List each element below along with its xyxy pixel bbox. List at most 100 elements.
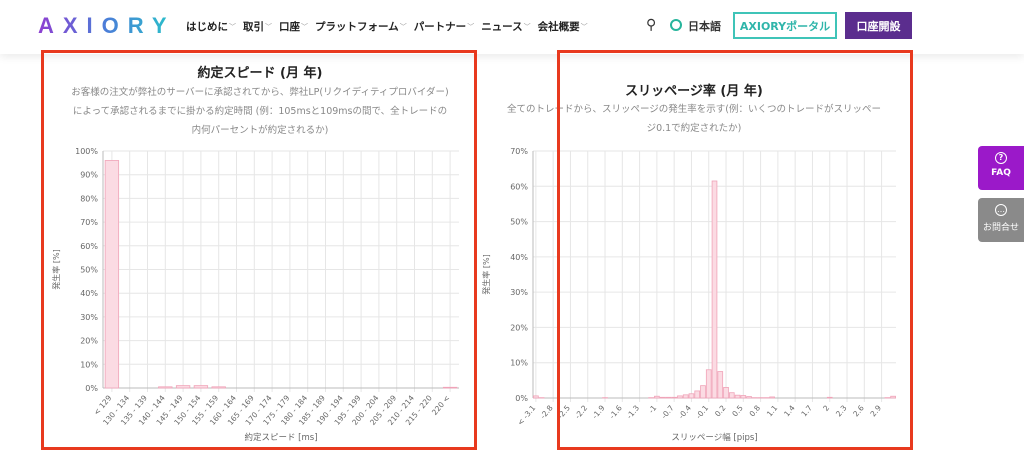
bar <box>533 395 539 399</box>
x-tick-label: 1.4 <box>782 403 797 418</box>
x-tick-label: -1 <box>647 403 659 415</box>
language-selector[interactable]: 日本語 <box>688 20 721 33</box>
nav-label: はじめに <box>186 21 228 33</box>
x-tick-label: -1.3 <box>625 403 641 420</box>
chevron-down-icon: ﹀ <box>580 22 588 31</box>
chart-title-speed: 約定スピード (月 年) <box>197 66 323 81</box>
bar <box>740 395 747 399</box>
bar <box>700 385 706 399</box>
chevron-down-icon: ﹀ <box>399 22 407 31</box>
x-tick-label: 0.2 <box>713 403 728 418</box>
bar <box>769 396 775 399</box>
bar <box>677 395 683 399</box>
nav-item[interactable]: ニュース ﹀ <box>481 19 530 34</box>
chevron-down-icon: ﹀ <box>229 22 236 31</box>
question-icon: ? <box>995 152 1007 164</box>
x-tick-label: 2 <box>821 403 831 413</box>
bar <box>158 386 173 389</box>
logo[interactable]: AXIORY <box>38 13 176 38</box>
bar <box>654 395 660 399</box>
x-tick-label: -0.4 <box>677 403 693 420</box>
y-tick-label: 10% <box>510 359 528 368</box>
y-tick-label: 60% <box>510 182 528 191</box>
main-nav: はじめに ﹀ 取引 ﹀ 口座 ﹀ プラットフォーム ﹀ パートナー ﹀ ニュース ﹀ 会社概… <box>186 19 636 34</box>
nav-item[interactable]: 会社概要 ﹀ <box>538 19 588 34</box>
bar <box>890 395 896 399</box>
globe-icon <box>670 19 682 31</box>
bar <box>826 396 833 399</box>
search-icon[interactable]: ⚲ <box>646 17 657 33</box>
bar <box>734 394 741 399</box>
chevron-down-icon: ﹀ <box>523 22 531 31</box>
speed-chart: 0%10%20%30%40%50%60%70%80%90%100%< 12913… <box>51 147 459 443</box>
x-tick-label: 0.8 <box>748 403 763 418</box>
bar <box>665 396 672 399</box>
y-tick-label: 70% <box>510 147 528 156</box>
y-axis-label: 発生率 [%] <box>51 249 61 289</box>
contact-label: お問合せ <box>982 223 1019 233</box>
nav-item[interactable]: パートナー ﹀ <box>414 19 475 34</box>
chat-bubble-icon: … <box>995 204 1007 216</box>
y-tick-label: 80% <box>80 194 98 203</box>
x-tick-label: -0.7 <box>659 403 675 420</box>
x-tick-label: 220 < <box>430 394 452 417</box>
nav-label: プラットフォーム <box>315 21 399 33</box>
bar <box>193 385 209 389</box>
y-tick-label: 40% <box>510 253 528 262</box>
chart-description-slippage: 全てのトレードから、スリッページの発生率を示す(例：いくつのトレードがスリッペー… <box>506 104 882 134</box>
nav-item[interactable]: 口座 ﹀ <box>279 19 308 34</box>
x-tick-label: -2.5 <box>556 403 572 420</box>
nav-label: 口座 <box>279 21 300 33</box>
faq-button[interactable]: ? FAQ <box>978 146 1024 190</box>
bar <box>671 396 677 399</box>
x-tick-label: 2.9 <box>869 403 884 418</box>
x-tick-label: 2.6 <box>851 403 866 418</box>
x-axis-label: 約定スピード [ms] <box>244 432 317 443</box>
x-tick-label: -1.6 <box>608 403 624 420</box>
x-tick-label: 1.1 <box>765 403 780 418</box>
y-tick-label: 20% <box>80 337 98 346</box>
bar <box>728 392 735 399</box>
y-tick-label: 100% <box>75 147 98 156</box>
nav-item[interactable]: 取引 ﹀ <box>243 19 272 34</box>
chevron-down-icon: ﹀ <box>265 22 272 31</box>
nav-item[interactable]: プラットフォーム ﹀ <box>315 19 407 34</box>
contact-button[interactable]: … お問合せ <box>978 198 1024 242</box>
portal-button[interactable]: AXIORYポータル <box>733 12 837 39</box>
x-axis-label: スリッページ幅 [pips] <box>671 432 757 443</box>
bar <box>746 396 752 399</box>
chevron-down-icon: ﹀ <box>467 22 475 31</box>
x-tick-label: -0.1 <box>694 403 710 420</box>
x-tick-label: -1.9 <box>590 403 606 420</box>
x-tick-label: -2.8 <box>538 403 554 420</box>
bar <box>694 390 701 399</box>
y-axis-label: 発生率 [%] <box>481 254 491 294</box>
nav-label: 取引 <box>243 21 264 33</box>
y-tick-label: 90% <box>80 171 98 180</box>
bar <box>688 393 695 399</box>
chart-title-slippage: スリッページ率 (月 年) <box>625 84 763 99</box>
y-tick-label: 50% <box>80 266 98 275</box>
slippage-chart: 0% 10% 20% 30% 40% 50% 60% 70% < -3.1 -2.8 -2.5 -2.… <box>481 147 896 443</box>
y-tick-label: 30% <box>80 313 98 322</box>
y-tick-label: 0% <box>85 384 98 393</box>
bar <box>211 386 226 389</box>
chart-description-speed: お客様の注文が弊社のサーバーに承認されてから、弊社LP(リクイディティプロバイダ… <box>71 87 449 136</box>
x-tick-label: -2.2 <box>573 403 589 420</box>
x-tick-label: 2.3 <box>834 403 849 418</box>
faq-label: FAQ <box>991 168 1011 178</box>
y-tick-label: 40% <box>80 289 98 298</box>
y-tick-label: 50% <box>510 218 528 227</box>
y-tick-label: 0% <box>515 394 528 403</box>
open-account-button[interactable]: 口座開設 <box>845 12 912 39</box>
nav-item[interactable]: はじめに ﹀ <box>186 19 236 34</box>
y-tick-label: 70% <box>80 218 98 227</box>
bar <box>705 369 712 399</box>
bar <box>104 160 120 389</box>
chevron-down-icon: ﹀ <box>301 22 308 31</box>
bar <box>723 387 729 399</box>
nav-label: ニュース <box>481 21 523 33</box>
nav-label: 会社概要 <box>537 21 580 33</box>
bar <box>175 385 191 389</box>
bar <box>659 396 666 399</box>
